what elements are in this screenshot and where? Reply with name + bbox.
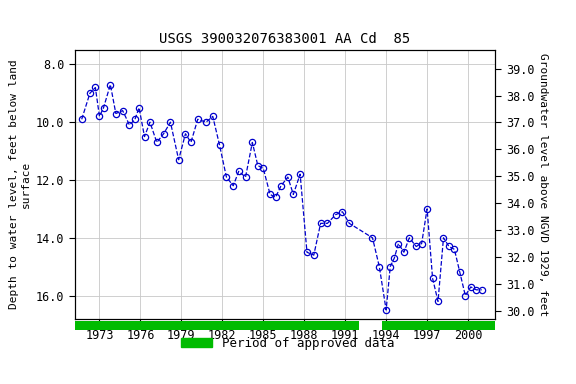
Bar bbox=[382, 321, 495, 330]
Y-axis label: Groundwater level above NGVD 1929, feet: Groundwater level above NGVD 1929, feet bbox=[538, 53, 548, 316]
Bar bbox=[75, 321, 359, 330]
Y-axis label: Depth to water level, feet below land
surface: Depth to water level, feet below land su… bbox=[9, 60, 31, 309]
Title: USGS 390032076383001 AA Cd  85: USGS 390032076383001 AA Cd 85 bbox=[160, 32, 411, 46]
Legend: Period of approved data: Period of approved data bbox=[176, 332, 400, 355]
